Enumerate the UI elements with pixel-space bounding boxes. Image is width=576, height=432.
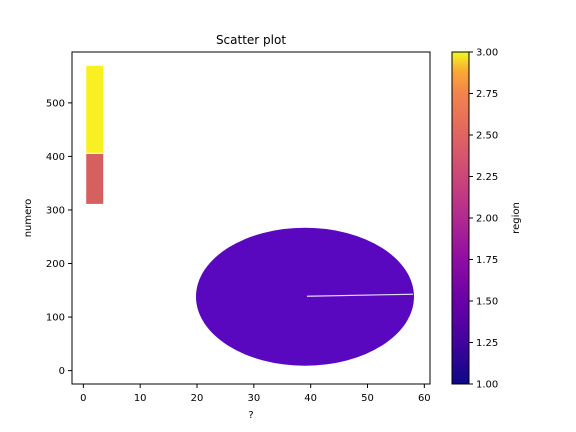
y-axis-label: numero (23, 199, 34, 238)
y-tick-label: 400 (46, 152, 65, 163)
x-tick-label: 40 (304, 393, 317, 404)
x-tick-label: 0 (80, 393, 86, 404)
colorbar-tick-label: 3.00 (476, 48, 498, 59)
colorbar-label: region (511, 202, 522, 234)
y-tick-label: 200 (46, 259, 65, 270)
y-tick-label: 100 (46, 313, 65, 324)
x-tick-label: 60 (418, 393, 431, 404)
colorbar-tick-label: 1.75 (476, 255, 498, 266)
x-tick-label: 50 (361, 393, 374, 404)
x-axis-label: ? (248, 410, 253, 421)
x-axis-ticks: 0 10 20 30 40 50 60 (80, 384, 431, 404)
y-tick-label: 500 (46, 98, 65, 109)
x-tick-label: 20 (191, 393, 204, 404)
chart-title: Scatter plot (216, 33, 286, 47)
colorbar-tick-label: 2.50 (476, 131, 498, 142)
plot-frame (71, 51, 431, 385)
colorbar-ticks: 1.00 1.25 1.50 1.75 2.00 2.25 2.50 2.75 3.00 (469, 48, 498, 391)
plot-marks (86, 65, 414, 366)
x-tick-label: 10 (134, 393, 147, 404)
y-tick-label: 300 (46, 205, 65, 216)
colorbar-gradient (451, 51, 470, 385)
colorbar-tick-label: 1.50 (476, 297, 498, 308)
scatter-point (86, 65, 104, 153)
x-tick-label: 30 (247, 393, 260, 404)
colorbar-tick-label: 2.75 (476, 89, 498, 100)
colorbar-tick-label: 1.00 (476, 380, 498, 391)
colorbar-tick-label: 2.25 (476, 172, 498, 183)
y-tick-label: 0 (59, 366, 65, 377)
colorbar-tick-label: 2.00 (476, 214, 498, 225)
scatter-point (195, 227, 414, 366)
point-seam (306, 293, 413, 297)
y-axis-ticks: 0 100 200 300 400 500 (46, 98, 72, 377)
colorbar-tick-label: 1.25 (476, 338, 498, 349)
scatter-point (86, 153, 104, 204)
colorbar: 1.00 1.25 1.50 1.75 2.00 2.25 2.50 2.75 3.00 reg… (451, 48, 522, 391)
